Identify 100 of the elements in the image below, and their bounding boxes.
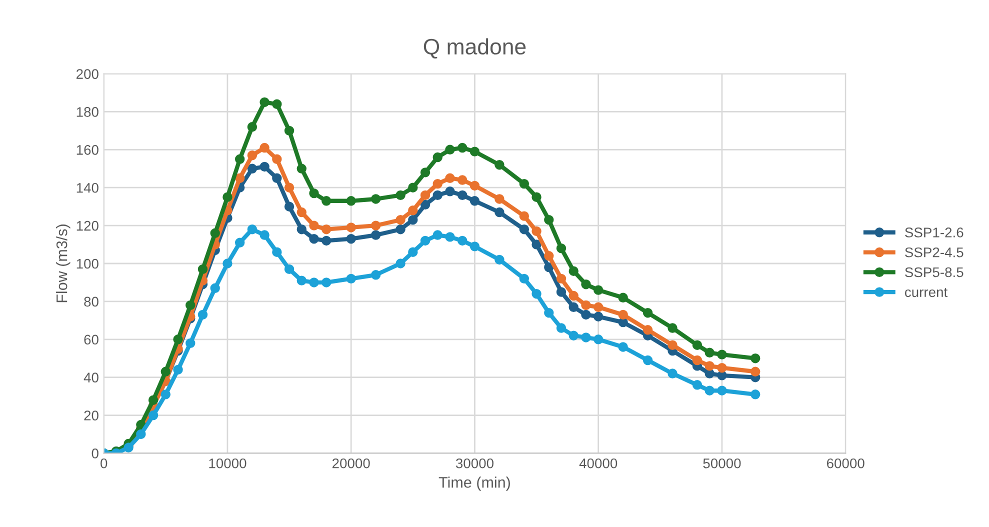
point [346, 234, 356, 244]
point [396, 190, 406, 200]
point [704, 348, 714, 358]
point [396, 258, 406, 268]
point [692, 380, 702, 390]
point [593, 334, 604, 344]
point [322, 278, 332, 288]
point [432, 190, 442, 200]
point [198, 264, 208, 274]
x-tick-label: 10000 [209, 458, 246, 468]
point [618, 292, 628, 303]
point [198, 310, 208, 320]
point [222, 258, 232, 268]
x-tick-label: 20000 [332, 458, 370, 468]
point [532, 288, 542, 299]
point [581, 332, 591, 342]
point [750, 354, 760, 364]
point [556, 243, 566, 254]
point [642, 355, 653, 366]
point [593, 302, 604, 312]
y-tick-label: 160 [76, 145, 98, 155]
point [457, 236, 468, 246]
legend-label: current [904, 288, 948, 298]
point [173, 364, 183, 375]
point [544, 251, 554, 261]
point [494, 160, 504, 170]
point [519, 224, 530, 234]
point [309, 188, 319, 198]
point [309, 234, 319, 244]
y-tick-label: 140 [76, 182, 98, 193]
point [568, 302, 578, 312]
point [322, 224, 332, 234]
point [556, 287, 566, 297]
point [519, 211, 530, 221]
point [234, 154, 245, 164]
point [260, 230, 270, 240]
point [247, 150, 258, 160]
point [296, 224, 307, 234]
point [717, 350, 727, 360]
point [370, 270, 381, 280]
point [420, 168, 430, 178]
point [284, 264, 294, 274]
point [370, 230, 381, 240]
point [396, 215, 406, 225]
point [346, 222, 356, 232]
point [247, 224, 258, 234]
point [408, 215, 418, 225]
point [692, 355, 702, 366]
point [247, 122, 258, 132]
point [272, 154, 282, 164]
point [432, 152, 442, 162]
point [396, 224, 406, 234]
point [581, 310, 591, 320]
point [457, 142, 468, 153]
point [750, 366, 760, 376]
point [173, 334, 183, 344]
x-tick-label: 50000 [703, 458, 741, 468]
point [346, 196, 356, 206]
point [160, 390, 171, 400]
point [618, 342, 628, 352]
point [618, 310, 628, 320]
point [668, 323, 678, 333]
point [420, 236, 430, 246]
point [445, 144, 455, 155]
point [532, 226, 542, 236]
chart-title: Q madone [424, 38, 526, 59]
point [668, 340, 678, 350]
point [445, 232, 455, 242]
point [432, 230, 442, 240]
point [593, 312, 604, 322]
x-tick-label: 60000 [826, 458, 864, 468]
point [160, 366, 171, 376]
point [544, 308, 554, 318]
point [210, 228, 220, 238]
point [556, 323, 566, 333]
point [260, 162, 270, 172]
point [470, 180, 480, 191]
point [470, 242, 480, 252]
point [222, 192, 232, 202]
point [568, 266, 578, 276]
point [148, 395, 158, 405]
point [309, 278, 319, 288]
y-tick-label: 120 [76, 220, 98, 231]
y-tick-label: 180 [76, 107, 98, 117]
point [296, 276, 307, 286]
point [457, 190, 468, 200]
point [260, 97, 270, 108]
point [642, 308, 653, 318]
point [148, 410, 158, 420]
point [346, 274, 356, 284]
point [581, 300, 591, 310]
point [210, 283, 220, 294]
x-tick-label: 40000 [579, 458, 618, 468]
point [322, 196, 332, 206]
point [136, 429, 146, 440]
legend-label: SSP2-4.5 [905, 247, 964, 258]
point [234, 173, 245, 183]
point [309, 220, 319, 230]
point [519, 274, 530, 284]
legend-label: SSP5-8.5 [905, 267, 964, 278]
